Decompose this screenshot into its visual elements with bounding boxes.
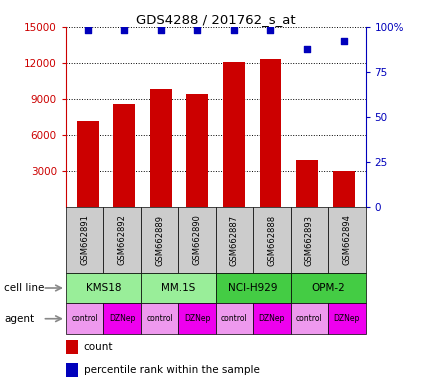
Bar: [66, 340, 78, 354]
Text: GSM662888: GSM662888: [267, 214, 276, 266]
Bar: [141, 303, 178, 334]
Text: control: control: [146, 314, 173, 323]
Bar: [77, 121, 99, 207]
Text: GSM662893: GSM662893: [305, 215, 314, 265]
Bar: [113, 104, 135, 207]
Point: [158, 27, 164, 33]
Text: MM.1S: MM.1S: [161, 283, 196, 293]
Bar: [253, 207, 291, 273]
Bar: [291, 207, 328, 273]
Bar: [103, 303, 141, 334]
Text: agent: agent: [4, 314, 34, 324]
Text: DZNep: DZNep: [184, 314, 210, 323]
Bar: [296, 161, 318, 207]
Text: control: control: [296, 314, 323, 323]
Bar: [141, 273, 215, 303]
Text: cell line: cell line: [4, 283, 45, 293]
Bar: [66, 207, 103, 273]
Bar: [66, 273, 141, 303]
Point: [340, 38, 347, 45]
Bar: [215, 303, 253, 334]
Text: percentile rank within the sample: percentile rank within the sample: [84, 364, 260, 374]
Bar: [150, 89, 172, 207]
Text: OPM-2: OPM-2: [311, 283, 345, 293]
Bar: [215, 273, 291, 303]
Bar: [66, 303, 103, 334]
Text: GSM662887: GSM662887: [230, 214, 239, 266]
Text: DZNep: DZNep: [334, 314, 360, 323]
Bar: [178, 303, 215, 334]
Text: DZNep: DZNep: [259, 314, 285, 323]
Bar: [187, 94, 208, 207]
Bar: [328, 303, 366, 334]
Text: GSM662890: GSM662890: [193, 215, 201, 265]
Bar: [333, 171, 354, 207]
Text: GSM662894: GSM662894: [342, 215, 351, 265]
Text: GSM662889: GSM662889: [155, 215, 164, 265]
Bar: [103, 207, 141, 273]
Point: [267, 27, 274, 33]
Text: GSM662892: GSM662892: [118, 215, 127, 265]
Point: [303, 45, 310, 51]
Bar: [223, 62, 245, 207]
Point: [121, 27, 128, 33]
Point: [230, 27, 237, 33]
Bar: [66, 362, 78, 376]
Text: control: control: [71, 314, 98, 323]
Point: [194, 27, 201, 33]
Text: DZNep: DZNep: [109, 314, 135, 323]
Bar: [253, 303, 291, 334]
Bar: [215, 207, 253, 273]
Text: KMS18: KMS18: [85, 283, 121, 293]
Bar: [328, 207, 366, 273]
Point: [85, 27, 91, 33]
Text: control: control: [221, 314, 248, 323]
Bar: [141, 207, 178, 273]
Bar: [260, 60, 281, 207]
Text: count: count: [84, 342, 113, 352]
Text: GSM662891: GSM662891: [80, 215, 89, 265]
Text: NCI-H929: NCI-H929: [228, 283, 278, 293]
Title: GDS4288 / 201762_s_at: GDS4288 / 201762_s_at: [136, 13, 295, 26]
Bar: [291, 273, 366, 303]
Bar: [178, 207, 215, 273]
Bar: [291, 303, 328, 334]
